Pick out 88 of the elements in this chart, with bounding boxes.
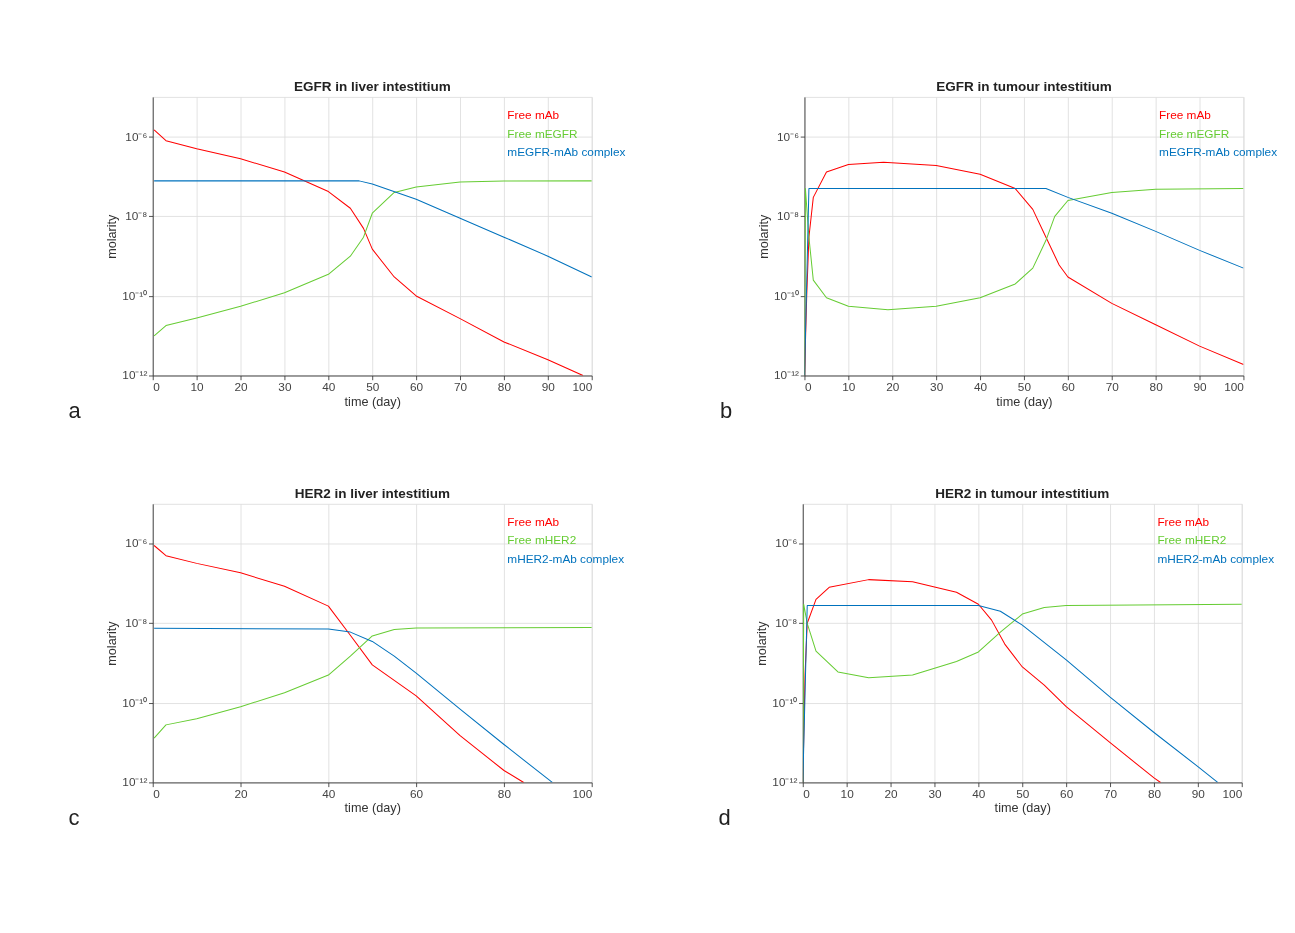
x-tick-label: 60	[1061, 380, 1076, 395]
x-tick-label: 0	[803, 787, 811, 802]
y-axis-title: molarity	[756, 213, 771, 259]
x-tick-label: 100	[1224, 380, 1245, 395]
line-series	[153, 129, 584, 376]
y-tick-label: 10⁻¹⁰	[122, 695, 148, 710]
x-tick-label: 100	[1222, 787, 1243, 802]
x-tick-label: 40	[973, 380, 988, 395]
text: Free mEGFR	[1159, 126, 1230, 141]
x-tick-label: 20	[884, 787, 899, 802]
x-tick-label: 90	[1191, 787, 1206, 802]
x-axis-title: time (day)	[994, 801, 1051, 816]
text: mEGFR-mAb complex	[1159, 145, 1278, 160]
x-tick-label: 40	[972, 787, 986, 802]
text: mEGFR-mAb complex	[507, 145, 626, 160]
x-tick-label: 70	[453, 380, 468, 395]
x-tick-label: 20	[234, 380, 249, 395]
y-tick-label: 10⁻¹⁰	[773, 288, 800, 303]
y-tick-label: 10⁻⁸	[775, 616, 798, 631]
x-tick-label: 60	[1060, 787, 1074, 802]
x-tick-label: 70	[1103, 787, 1118, 802]
y-axis-title: molarity	[754, 620, 769, 666]
y-tick-label: 10⁻¹²	[122, 775, 148, 790]
line-series	[153, 180, 592, 278]
x-tick-label: 0	[153, 380, 161, 395]
y-tick-label: 10⁻⁶	[775, 536, 798, 551]
x-tick-label: 20	[886, 380, 900, 395]
text: b	[720, 397, 733, 423]
text: Free mEGFR	[507, 126, 578, 141]
chart-title: EGFR in tumour intestitium	[936, 79, 1112, 95]
x-tick-label: 70	[1105, 380, 1120, 395]
x-tick-label: 90	[541, 380, 556, 395]
text: a	[68, 397, 82, 423]
x-tick-label: 50	[1016, 787, 1030, 802]
x-tick-label: 30	[928, 787, 942, 802]
y-tick-label: 10⁻⁸	[125, 209, 148, 224]
x-tick-label: 10	[842, 380, 856, 395]
text: d	[718, 804, 731, 830]
x-tick-label: 10	[190, 380, 205, 395]
y-tick-label: 10⁻⁶	[125, 536, 148, 551]
x-tick-label: 0	[153, 787, 161, 802]
y-tick-label: 10⁻¹²	[122, 368, 148, 383]
y-tick-label: 10⁻⁸	[125, 616, 148, 631]
x-tick-label: 40	[322, 380, 336, 395]
x-tick-label: 100	[572, 787, 593, 802]
text: Free mAb	[507, 107, 560, 122]
text: mHER2-mAb complex	[507, 551, 625, 566]
x-tick-label: 30	[930, 380, 944, 395]
x-tick-label: 50	[366, 380, 380, 395]
text: Free mAb	[1159, 107, 1212, 122]
x-axis-title: time (day)	[344, 801, 401, 816]
x-tick-label: 80	[1147, 787, 1162, 802]
x-tick-label: 100	[572, 380, 593, 395]
x-tick-label: 30	[278, 380, 292, 395]
y-tick-label: 10⁻¹⁰	[122, 288, 148, 303]
chart-title: HER2 in tumour intestitium	[935, 485, 1110, 501]
x-tick-label: 60	[410, 787, 424, 802]
x-tick-label: 10	[840, 787, 855, 802]
y-axis-title: molarity	[104, 620, 119, 666]
y-axis-title: molarity	[104, 213, 119, 259]
x-tick-label: 80	[497, 380, 512, 395]
text: mHER2-mAb complex	[1157, 551, 1275, 566]
x-tick-label: 50	[1017, 380, 1032, 395]
x-tick-label: 40	[322, 787, 336, 802]
x-tick-label: 80	[1149, 380, 1164, 395]
x-tick-label: 90	[1193, 380, 1208, 395]
text: Free mHER2	[1157, 533, 1227, 548]
x-tick-label: 20	[234, 787, 249, 802]
y-tick-label: 10⁻¹²	[774, 368, 800, 383]
text: Free mAb	[507, 514, 560, 529]
x-tick-label: 80	[497, 787, 512, 802]
text: c	[68, 804, 80, 830]
y-tick-label: 10⁻¹⁰	[772, 695, 798, 710]
x-axis-title: time (day)	[344, 394, 401, 409]
y-tick-label: 10⁻⁶	[125, 129, 148, 144]
y-tick-label: 10⁻¹²	[772, 775, 798, 790]
line-series	[153, 180, 592, 337]
x-tick-label: 0	[804, 380, 812, 395]
chart-title: HER2 in liver intestitium	[294, 485, 450, 501]
chart-title: EGFR in liver intestitium	[293, 79, 451, 95]
line-series	[153, 627, 592, 739]
y-tick-label: 10⁻⁶	[777, 129, 800, 144]
text: Free mHER2	[507, 533, 577, 548]
text: Free mAb	[1157, 514, 1210, 529]
y-tick-label: 10⁻⁸	[776, 209, 800, 224]
line-series	[153, 627, 553, 783]
x-tick-label: 60	[410, 380, 424, 395]
x-axis-title: time (day)	[996, 394, 1053, 409]
